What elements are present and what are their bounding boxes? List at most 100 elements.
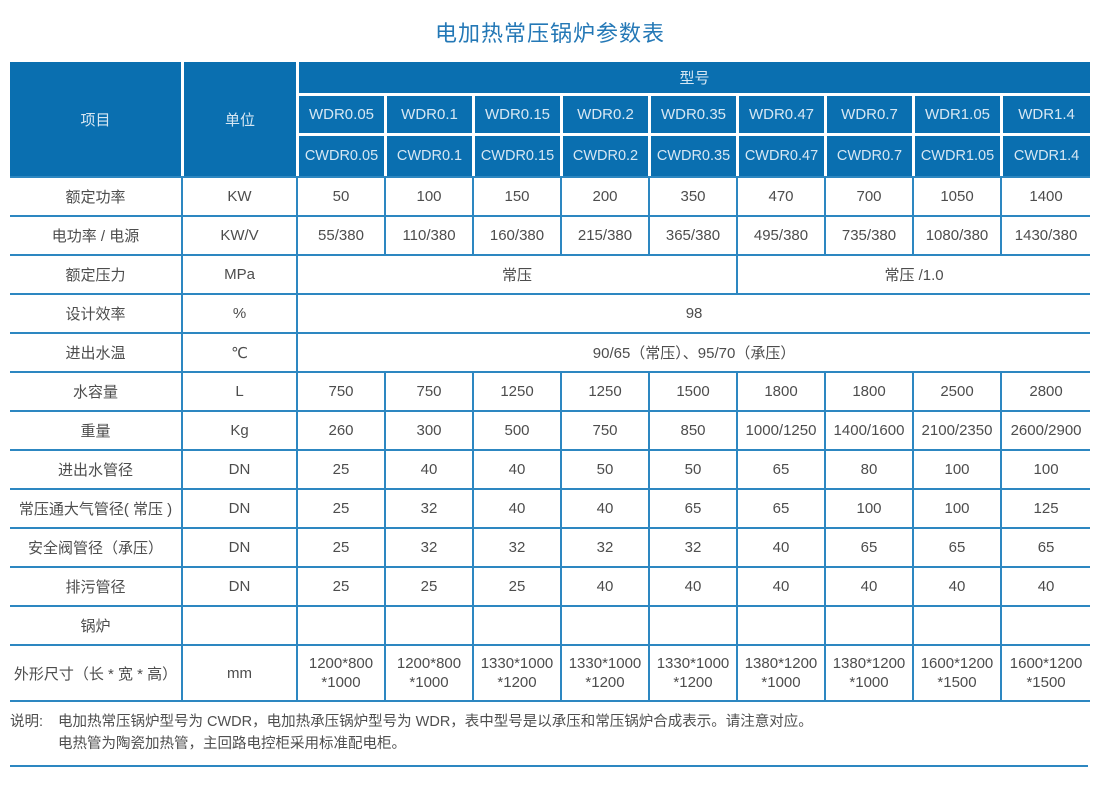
row-label: 重量 (10, 412, 181, 451)
value-cell: 1250 (560, 373, 648, 412)
value-cell: 40 (1000, 568, 1091, 607)
value-cell: 32 (560, 529, 648, 568)
model-header-cell: WDR0.2 (560, 96, 648, 136)
value-cell: 40 (736, 529, 824, 568)
row-unit: % (181, 295, 296, 334)
row-label: 额定压力 (10, 256, 181, 295)
header-wdr-row: WDR0.05 WDR0.1 WDR0.15 WDR0.2 WDR0.35 WD… (10, 96, 1091, 136)
row-unit: DN (181, 568, 296, 607)
value-cell: 100 (912, 490, 1000, 529)
value-cell: 1250 (472, 373, 560, 412)
table-row-weight: 重量 Kg 260 300 500 750 850 1000/1250 1400… (10, 412, 1091, 451)
value-cell-span: 90/65（常压）、95/70（承压） (296, 334, 1091, 373)
value-cell: 65 (648, 490, 736, 529)
value-cell: 100 (824, 490, 912, 529)
footnote-line-1: 电加热常压锅炉型号为 CWDR，电加热承压锅炉型号为 WDR，表中型号是以承压和… (58, 714, 813, 730)
value-cell: 735/380 (824, 217, 912, 256)
value-cell: 2800 (1000, 373, 1091, 412)
value-cell: 300 (384, 412, 472, 451)
row-label: 水容量 (10, 373, 181, 412)
table-row-water-capacity: 水容量 L 750 750 1250 1250 1500 1800 1800 2… (10, 373, 1091, 412)
value-cell: 1800 (736, 373, 824, 412)
row-unit: ℃ (181, 334, 296, 373)
value-cell: 65 (824, 529, 912, 568)
value-cell: 1380*1200 *1000 (736, 646, 824, 702)
model-header-cell: WDR0.15 (472, 96, 560, 136)
row-label: 进出水温 (10, 334, 181, 373)
table-row-blowdown-pipe: 排污管径 DN 25 25 25 40 40 40 40 40 40 (10, 568, 1091, 607)
header-cwdr-row: CWDR0.05 CWDR0.1 CWDR0.15 CWDR0.2 CWDR0.… (10, 136, 1091, 176)
model-header-cell: CWDR0.15 (472, 136, 560, 176)
value-cell: 1600*1200 *1500 (1000, 646, 1091, 702)
model-header-cell: CWDR0.1 (384, 136, 472, 176)
model-header-cell: CWDR0.7 (824, 136, 912, 176)
value-cell: 500 (472, 412, 560, 451)
value-cell: 40 (824, 568, 912, 607)
value-cell: 200 (560, 176, 648, 217)
value-cell: 25 (296, 490, 384, 529)
value-cell: 65 (1000, 529, 1091, 568)
value-cell: 55/380 (296, 217, 384, 256)
row-unit: DN (181, 490, 296, 529)
value-cell: 1330*1000 *1200 (472, 646, 560, 702)
model-header-cell: WDR0.47 (736, 96, 824, 136)
row-unit (181, 607, 296, 646)
value-cell: 25 (384, 568, 472, 607)
row-unit: Kg (181, 412, 296, 451)
table-row-atmospheric-vent-pipe: 常压通大气管径( 常压 ) DN 25 32 40 40 65 65 100 1… (10, 490, 1091, 529)
value-cell: 215/380 (560, 217, 648, 256)
value-cell: 25 (296, 529, 384, 568)
value-cell: 25 (296, 568, 384, 607)
model-header-cell: WDR0.05 (296, 96, 384, 136)
value-cell: 110/380 (384, 217, 472, 256)
value-cell: 40 (472, 490, 560, 529)
row-label: 安全阀管径（承压） (10, 529, 181, 568)
value-cell: 40 (384, 451, 472, 490)
value-cell (648, 607, 736, 646)
value-cell: 750 (560, 412, 648, 451)
row-label: 进出水管径 (10, 451, 181, 490)
value-cell: 1380*1200 *1000 (824, 646, 912, 702)
table-row-electric-power: 电功率 / 电源 KW/V 55/380 110/380 160/380 215… (10, 217, 1091, 256)
column-header-model-group: 型号 (296, 62, 1091, 96)
value-cell: 32 (384, 490, 472, 529)
table-row-rated-pressure: 额定压力 MPa 常压 常压 /1.0 (10, 256, 1091, 295)
table-row-rated-power: 额定功率 KW 50 100 150 200 350 470 700 1050 … (10, 176, 1091, 217)
value-cell: 2100/2350 (912, 412, 1000, 451)
value-cell: 65 (736, 451, 824, 490)
value-cell: 2600/2900 (1000, 412, 1091, 451)
value-cell: 32 (384, 529, 472, 568)
boiler-parameter-table: 项目 单位 型号 WDR0.05 WDR0.1 WDR0.15 WDR0.2 W… (10, 62, 1091, 702)
model-header-cell: WDR0.1 (384, 96, 472, 136)
value-cell: 1500 (648, 373, 736, 412)
value-cell: 160/380 (472, 217, 560, 256)
model-header-cell: CWDR0.35 (648, 136, 736, 176)
value-cell-span: 98 (296, 295, 1091, 334)
header-group-row: 项目 单位 型号 (10, 62, 1091, 176)
value-cell: 100 (384, 176, 472, 217)
value-cell: 365/380 (648, 217, 736, 256)
value-cell: 100 (912, 451, 1000, 490)
model-header-cell: WDR0.35 (648, 96, 736, 136)
value-cell: 1000/1250 (736, 412, 824, 451)
value-cell: 50 (560, 451, 648, 490)
table-row-boiler: 锅炉 (10, 607, 1091, 646)
table-row-design-efficiency: 设计效率 % 98 (10, 295, 1091, 334)
page-title: 电加热常压锅炉参数表 (434, 21, 665, 46)
value-cell: 1400/1600 (824, 412, 912, 451)
model-header-cell: CWDR0.2 (560, 136, 648, 176)
value-cell: 80 (824, 451, 912, 490)
value-cell: 65 (736, 490, 824, 529)
value-cell: 25 (472, 568, 560, 607)
value-cell: 150 (472, 176, 560, 217)
footnote-label: 说明: (10, 714, 44, 730)
value-cell: 25 (296, 451, 384, 490)
value-cell: 40 (912, 568, 1000, 607)
column-header-unit: 单位 (181, 62, 296, 176)
table-footnote: 说明: 电加热常压锅炉型号为 CWDR，电加热承压锅炉型号为 WDR，表中型号是… (10, 709, 1088, 767)
table-row-dimensions: 外形尺寸（长 * 宽 * 高） mm 1200*800 *1000 1200*8… (10, 646, 1091, 702)
value-cell: 750 (384, 373, 472, 412)
value-cell: 1330*1000 *1200 (560, 646, 648, 702)
column-header-item: 项目 (10, 62, 181, 176)
value-cell: 350 (648, 176, 736, 217)
